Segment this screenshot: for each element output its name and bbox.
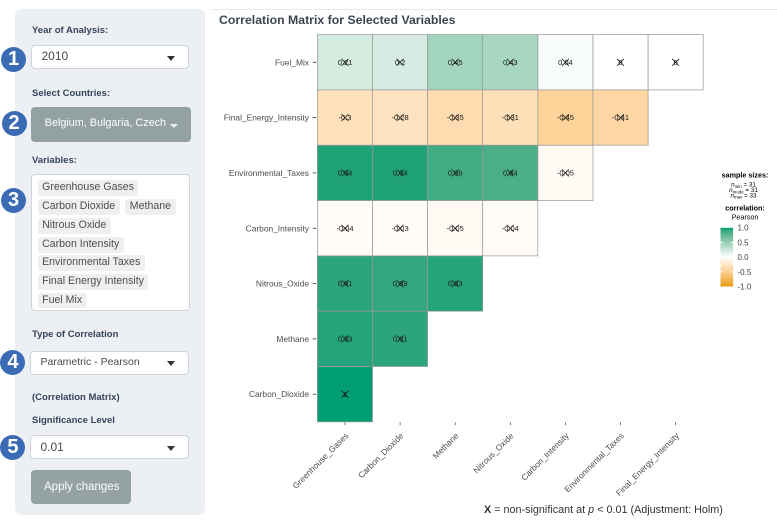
svg-text:0.0: 0.0 xyxy=(738,253,750,262)
svg-text:Carbon_Intensity: Carbon_Intensity xyxy=(519,430,571,482)
svg-text:Carbon_Intensity: Carbon_Intensity xyxy=(246,223,310,233)
svg-text:Methane: Methane xyxy=(276,334,309,344)
svg-text:0.5: 0.5 xyxy=(738,238,750,247)
svg-text:Carbon_Dioxide: Carbon_Dioxide xyxy=(249,389,309,399)
svg-text:Fuel_Mix: Fuel_Mix xyxy=(275,57,310,67)
svg-text:nmax = 33: nmax = 33 xyxy=(731,193,757,200)
svg-text:correlation:: correlation: xyxy=(725,204,765,213)
svg-text:-0.5: -0.5 xyxy=(738,268,752,277)
svg-text:nmode = 31: nmode = 31 xyxy=(729,187,758,194)
svg-text:sample sizes:: sample sizes: xyxy=(722,170,769,179)
svg-text:Nitrous_Oxide: Nitrous_Oxide xyxy=(256,279,309,289)
svg-text:Greenhouse_Gases: Greenhouse_Gases xyxy=(290,431,350,491)
svg-text:Carbon_Dioxide: Carbon_Dioxide xyxy=(356,430,406,480)
svg-text:Final_Energy_Intensity: Final_Energy_Intensity xyxy=(224,113,310,123)
svg-text:Nitrous_Oxide: Nitrous_Oxide xyxy=(471,430,516,475)
svg-text:nmin = 31: nmin = 31 xyxy=(731,182,756,189)
svg-text:Environmental_Taxes: Environmental_Taxes xyxy=(229,168,309,178)
svg-text:Pearson: Pearson xyxy=(732,212,759,221)
svg-text:X = non-significant at p < 0.0: X = non-significant at p < 0.01 (Adjustm… xyxy=(484,504,723,516)
svg-text:Methane: Methane xyxy=(430,430,460,460)
svg-text:1.0: 1.0 xyxy=(738,224,750,233)
svg-text:Environmental_Taxes: Environmental_Taxes xyxy=(562,431,626,495)
svg-text:-1.0: -1.0 xyxy=(738,282,752,291)
svg-text:Final_Energy_Intensity: Final_Energy_Intensity xyxy=(614,430,682,498)
